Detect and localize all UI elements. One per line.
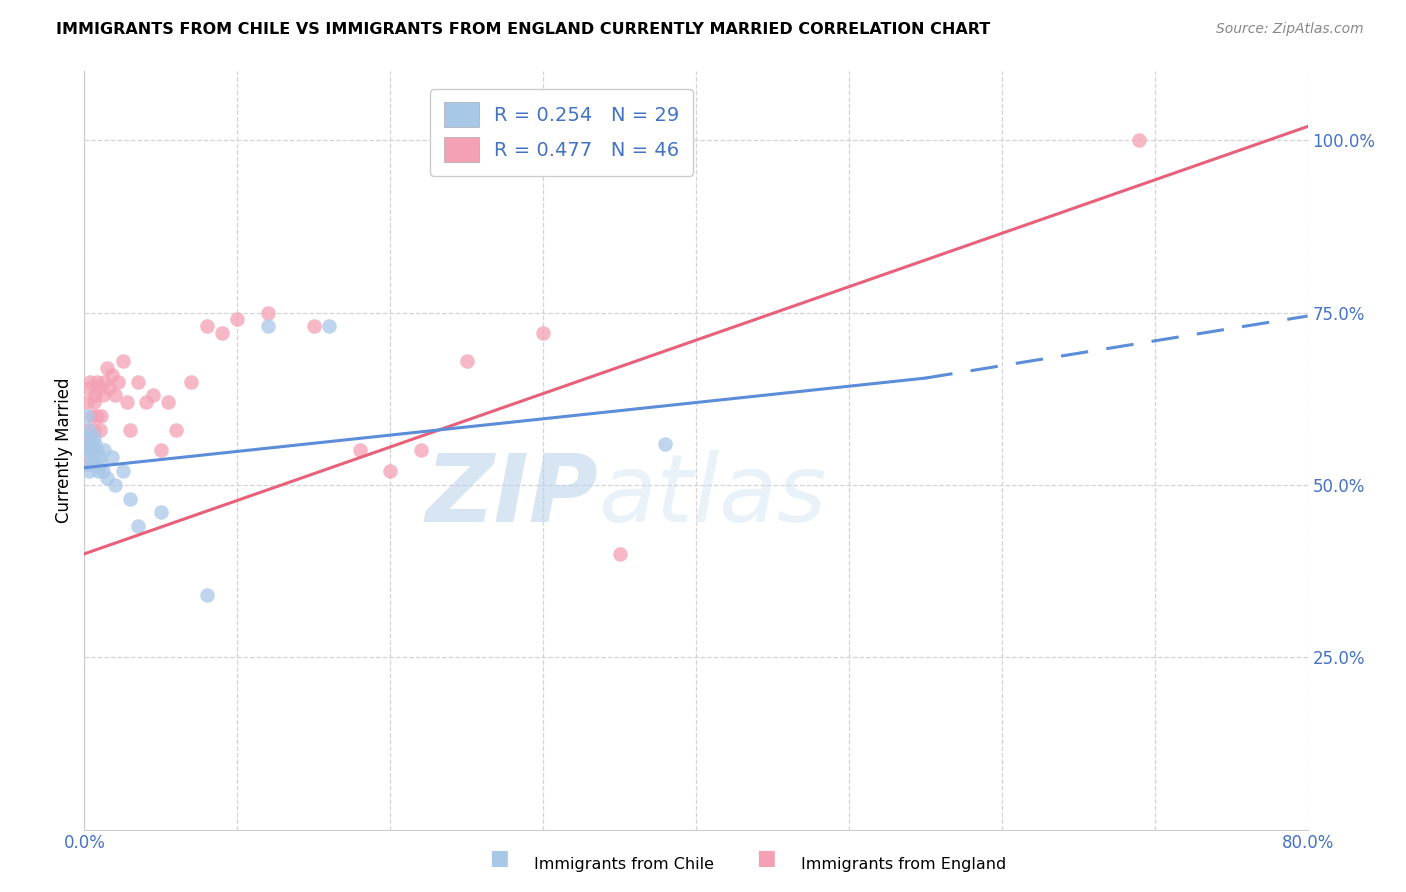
Text: ■: ■ xyxy=(489,848,509,868)
Point xyxy=(76,443,98,458)
Point xyxy=(80,443,103,458)
Text: Source: ZipAtlas.com: Source: ZipAtlas.com xyxy=(1216,22,1364,37)
Point xyxy=(149,506,172,520)
Point xyxy=(409,443,432,458)
Point xyxy=(111,464,134,478)
Point xyxy=(257,319,280,334)
Point xyxy=(83,395,105,409)
Point xyxy=(76,409,98,423)
Point xyxy=(91,388,114,402)
Text: ■: ■ xyxy=(756,848,776,868)
Point xyxy=(157,395,180,409)
Text: Immigrants from England: Immigrants from England xyxy=(801,857,1007,872)
Point xyxy=(226,312,249,326)
Point xyxy=(165,423,187,437)
Point xyxy=(180,375,202,389)
Text: IMMIGRANTS FROM CHILE VS IMMIGRANTS FROM ENGLAND CURRENTLY MARRIED CORRELATION C: IMMIGRANTS FROM CHILE VS IMMIGRANTS FROM… xyxy=(56,22,990,37)
Point xyxy=(456,354,478,368)
Point xyxy=(86,409,108,423)
Point xyxy=(127,519,149,533)
Point xyxy=(79,375,101,389)
Point xyxy=(83,423,105,437)
Point xyxy=(1128,133,1150,147)
Point xyxy=(104,388,127,402)
Point xyxy=(91,464,114,478)
Point xyxy=(87,464,110,478)
Legend: R = 0.254   N = 29, R = 0.477   N = 46: R = 0.254 N = 29, R = 0.477 N = 46 xyxy=(430,88,693,176)
Point xyxy=(120,423,142,437)
Point xyxy=(90,409,112,423)
Point xyxy=(318,319,340,334)
Point xyxy=(77,464,100,478)
Point xyxy=(76,423,98,437)
Point xyxy=(115,395,138,409)
Point xyxy=(75,430,97,444)
Point xyxy=(654,436,676,450)
Point xyxy=(86,375,108,389)
Point xyxy=(380,464,402,478)
Point xyxy=(75,436,97,450)
Point xyxy=(257,305,280,319)
Point xyxy=(83,457,105,471)
Point xyxy=(531,326,554,341)
Point xyxy=(90,457,112,471)
Point xyxy=(84,436,107,450)
Point xyxy=(75,457,97,471)
Point xyxy=(101,368,124,382)
Point xyxy=(120,491,142,506)
Point xyxy=(76,395,98,409)
Point xyxy=(96,360,118,375)
Point xyxy=(135,395,157,409)
Point xyxy=(93,443,115,458)
Point xyxy=(89,450,111,465)
Point xyxy=(77,381,100,395)
Point xyxy=(101,450,124,465)
Point xyxy=(80,450,103,465)
Point xyxy=(97,381,120,395)
Point xyxy=(302,319,325,334)
Point xyxy=(609,547,631,561)
Text: ZIP: ZIP xyxy=(425,450,598,542)
Text: atlas: atlas xyxy=(598,450,827,541)
Point xyxy=(77,430,100,444)
Point xyxy=(79,457,101,471)
Y-axis label: Currently Married: Currently Married xyxy=(55,377,73,524)
Point xyxy=(80,436,103,450)
Point xyxy=(93,375,115,389)
Text: Immigrants from Chile: Immigrants from Chile xyxy=(534,857,714,872)
Point xyxy=(87,381,110,395)
Point xyxy=(195,319,218,334)
Point xyxy=(111,354,134,368)
Point xyxy=(142,388,165,402)
Point xyxy=(77,423,100,437)
Point xyxy=(86,443,108,458)
Point xyxy=(349,443,371,458)
Point xyxy=(107,375,129,389)
Point xyxy=(80,409,103,423)
Point xyxy=(79,443,101,458)
Point xyxy=(84,388,107,402)
Point xyxy=(211,326,233,341)
Point xyxy=(89,423,111,437)
Point xyxy=(96,471,118,485)
Point xyxy=(104,478,127,492)
Point xyxy=(149,443,172,458)
Point xyxy=(195,588,218,602)
Point xyxy=(83,430,105,444)
Point xyxy=(127,375,149,389)
